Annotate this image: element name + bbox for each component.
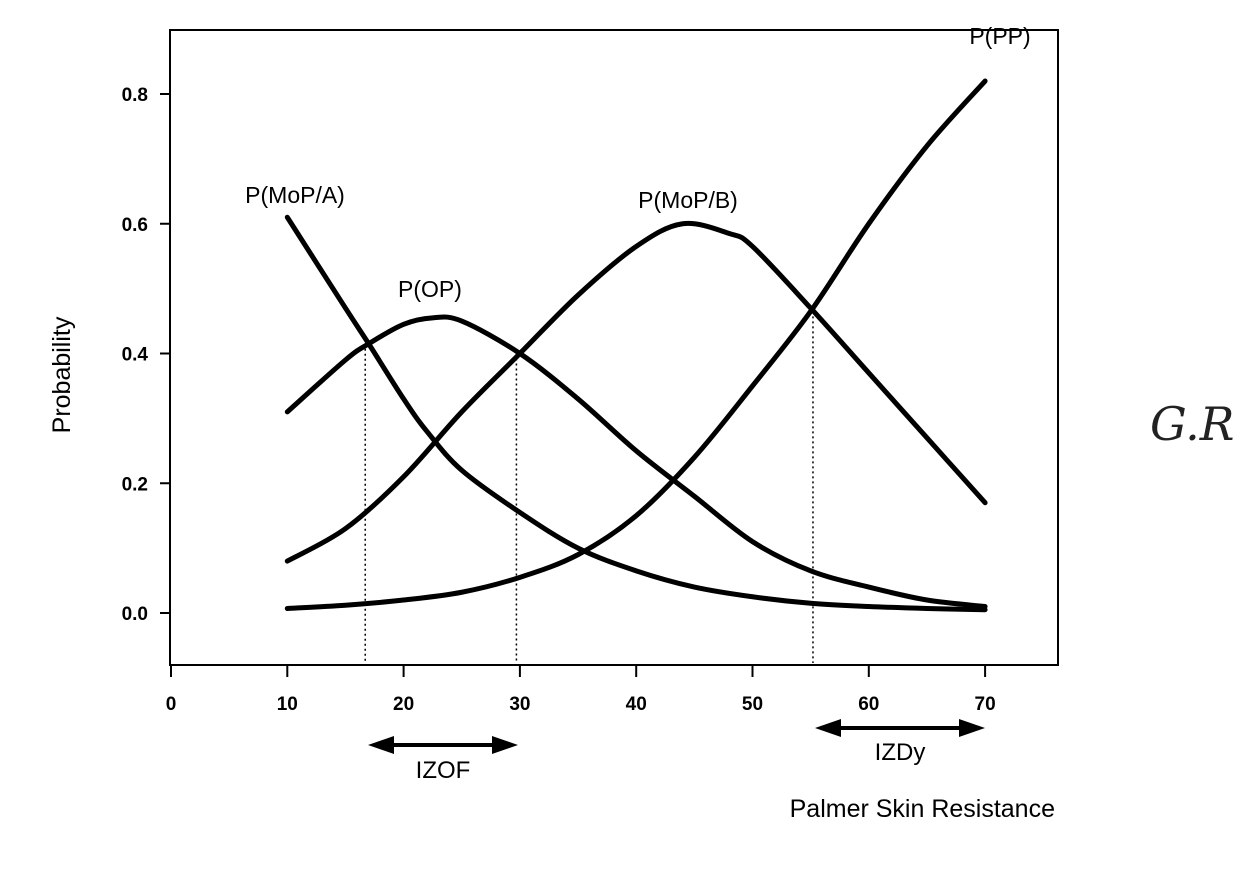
curve-label-p-pp: P(PP) xyxy=(969,23,1030,49)
y-tick-label: 0.0 xyxy=(122,604,148,625)
arrow-right-icon xyxy=(959,719,985,737)
x-tick-label: 50 xyxy=(742,694,763,715)
plot-frame xyxy=(169,29,1059,666)
x-tick-label: 0 xyxy=(166,694,177,715)
curve-label-p-mop-a: P(MoP/A) xyxy=(245,182,345,208)
curve-label-p-mop-b: P(MoP/B) xyxy=(638,187,738,213)
curve-label-p-op: P(OP) xyxy=(398,276,462,302)
curve-p-op xyxy=(284,314,988,610)
x-tick-label: 70 xyxy=(975,694,996,715)
x-tick-label: 40 xyxy=(626,694,647,715)
curve-p-pp xyxy=(284,78,988,611)
range-label: IZDy xyxy=(875,739,926,766)
handwritten-note: G.R xyxy=(1150,397,1234,451)
y-tick-label: 0.4 xyxy=(122,345,149,366)
x-tick-label: 60 xyxy=(858,694,879,715)
arrow-left-icon xyxy=(368,736,394,754)
arrow-left-icon xyxy=(815,719,841,737)
x-tick-label: 30 xyxy=(509,694,530,715)
curve-p-mop-a xyxy=(284,214,988,613)
curve-p-mop-b xyxy=(284,220,988,564)
x-axis-label: Palmer Skin Resistance xyxy=(790,795,1055,823)
y-tick-label: 0.8 xyxy=(122,85,148,106)
x-tick-label: 20 xyxy=(393,694,414,715)
y-axis-label: Probability xyxy=(48,316,76,433)
y-tick-label: 0.6 xyxy=(122,215,148,236)
y-tick-label: 0.2 xyxy=(122,474,148,495)
x-tick-label: 10 xyxy=(277,694,298,715)
range-label: IZOF xyxy=(416,757,471,784)
arrow-right-icon xyxy=(492,736,518,754)
